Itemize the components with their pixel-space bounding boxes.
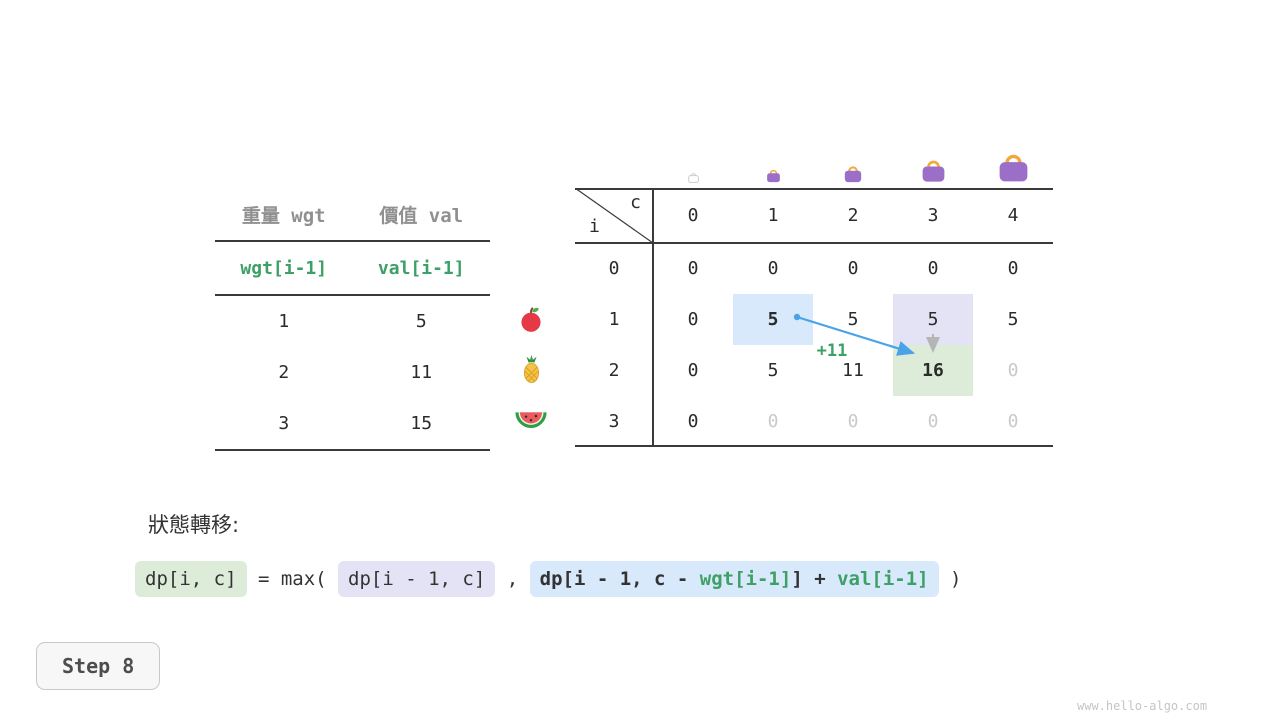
header-separator-line bbox=[575, 242, 1053, 244]
row-header: 3 bbox=[608, 411, 620, 432]
dp-cell-3-0: 0 bbox=[687, 411, 699, 432]
weight-value: 1 bbox=[278, 311, 290, 332]
col-header: 2 bbox=[847, 205, 859, 226]
dp-cell-2-0: 0 bbox=[687, 360, 699, 381]
site-watermark: www.hello-algo.com bbox=[1077, 699, 1208, 713]
dp-cell-1-2: 5 bbox=[847, 309, 859, 330]
bag-slot-empty bbox=[575, 136, 653, 186]
wgt-variable-label: wgt[i-1] bbox=[240, 257, 328, 279]
val-variable-label: val[i-1] bbox=[377, 257, 465, 279]
dp-cell-3-4: 0 bbox=[1007, 411, 1019, 432]
row-header: 1 bbox=[608, 309, 620, 330]
weight-value: 2 bbox=[278, 362, 290, 383]
dp-cell-2-4: 0 bbox=[1007, 360, 1019, 381]
wv-header-row: 重量 wgt 價值 val bbox=[215, 188, 490, 242]
dp-cell-3-2: 0 bbox=[847, 411, 859, 432]
formula-wgt-token: wgt[i-1] bbox=[699, 568, 792, 590]
bag-outline-tiny-icon bbox=[653, 136, 733, 186]
state-transition-formula: dp[i, c] = max( dp[i - 1, c] , dp[i - 1,… bbox=[135, 561, 961, 597]
table-border-bottom bbox=[575, 445, 1053, 447]
value-value: 15 bbox=[410, 413, 433, 434]
table-row: 3 15 bbox=[215, 398, 490, 449]
label-column-separator-line bbox=[652, 188, 654, 447]
dp-table: c i 0 1 2 3 4 0 0 0 0 0 0 1 0 5 5 5 5 2 … bbox=[575, 188, 1053, 447]
dp-cell-2-3-target-highlight: 16 bbox=[893, 345, 973, 396]
state-transition-label: 狀態轉移: bbox=[148, 513, 240, 537]
value-value: 5 bbox=[415, 311, 427, 332]
table-row: 1 5 bbox=[215, 296, 490, 347]
col-header: 1 bbox=[767, 205, 779, 226]
row-header: 2 bbox=[608, 360, 620, 381]
formula-lhs-box: dp[i, c] bbox=[135, 561, 247, 597]
formula-close-paren: ) bbox=[938, 568, 962, 590]
dp-cell-0-3: 0 bbox=[927, 258, 939, 279]
col-header: 0 bbox=[687, 205, 699, 226]
dp-cell-1-3-source-highlight: 5 bbox=[893, 294, 973, 345]
bag-xlarge-icon bbox=[973, 136, 1053, 186]
wv-variable-row: wgt[i-1] val[i-1] bbox=[215, 242, 490, 296]
dp-cell-1-0: 0 bbox=[687, 309, 699, 330]
formula-option1-box: dp[i - 1, c] bbox=[338, 561, 496, 597]
step-indicator: Step 8 bbox=[36, 642, 161, 690]
dp-cell-0-1: 0 bbox=[767, 258, 779, 279]
dp-cell-0-0: 0 bbox=[687, 258, 699, 279]
corner-cell: c i bbox=[575, 188, 653, 243]
watermelon-icon bbox=[515, 412, 547, 428]
table-border-top bbox=[575, 188, 1053, 190]
formula-option2-mid: ] + bbox=[791, 568, 838, 590]
dp-cell-1-1-source-highlight: 5 bbox=[733, 294, 813, 345]
dp-cell-0-2: 0 bbox=[847, 258, 859, 279]
bag-small-icon bbox=[733, 136, 813, 186]
dp-grid: c i 0 1 2 3 4 0 0 0 0 0 0 1 0 5 5 5 5 2 … bbox=[575, 188, 1053, 447]
corner-diagonal-line bbox=[575, 188, 653, 243]
value-column-header: 價值 val bbox=[379, 204, 464, 227]
formula-option2-box: dp[i - 1, c - wgt[i-1]] + val[i-1] bbox=[529, 561, 939, 597]
weight-value: 3 bbox=[278, 413, 290, 434]
dp-cell-3-3: 0 bbox=[927, 411, 939, 432]
apple-icon bbox=[521, 307, 541, 332]
table-row: 2 11 bbox=[215, 347, 490, 398]
dp-cell-1-4: 5 bbox=[1007, 309, 1019, 330]
dp-cell-2-1: 5 bbox=[767, 360, 779, 381]
row-header: 0 bbox=[608, 258, 620, 279]
bag-medium-icon bbox=[813, 136, 893, 186]
pineapple-icon bbox=[523, 354, 540, 384]
formula-equals-max: = max( bbox=[246, 568, 339, 590]
col-header: 3 bbox=[927, 205, 939, 226]
value-value: 11 bbox=[410, 362, 433, 383]
capacity-bag-icons bbox=[575, 136, 1053, 186]
dp-cell-3-1: 0 bbox=[767, 411, 779, 432]
weights-values-table: 重量 wgt 價值 val wgt[i-1] val[i-1] 1 5 2 11… bbox=[215, 188, 490, 451]
bag-large-icon bbox=[893, 136, 973, 186]
dp-cell-2-2: 11 bbox=[842, 360, 864, 381]
corner-col-var: c bbox=[630, 192, 641, 213]
dp-cell-0-4: 0 bbox=[1007, 258, 1019, 279]
formula-option2-prefix: dp[i - 1, c - bbox=[539, 568, 700, 590]
corner-row-var: i bbox=[589, 216, 600, 237]
formula-comma: , bbox=[495, 568, 530, 590]
weight-column-header: 重量 wgt bbox=[241, 204, 326, 227]
col-header: 4 bbox=[1007, 205, 1019, 226]
formula-val-token: val[i-1] bbox=[837, 568, 929, 590]
